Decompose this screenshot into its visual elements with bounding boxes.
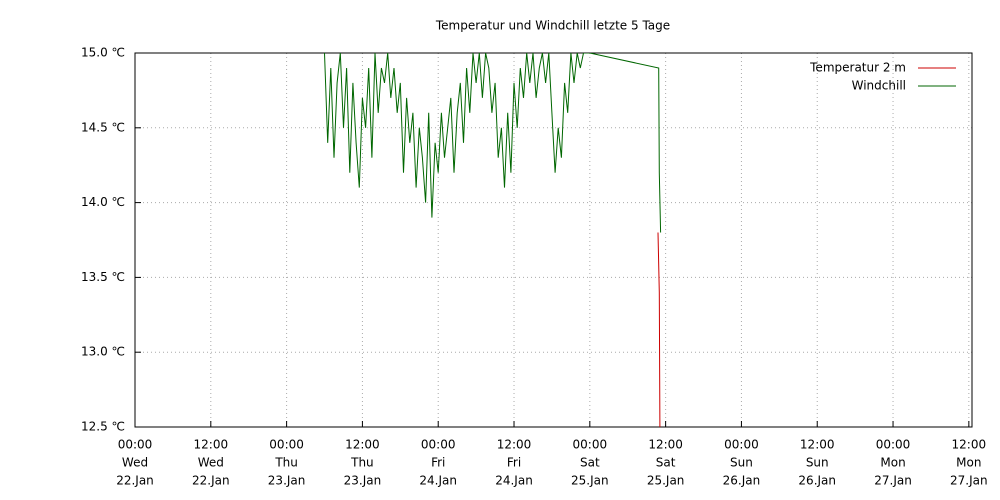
x-tick-date: 24.Jan — [419, 474, 457, 488]
x-tick-label: 12:00 — [952, 438, 987, 452]
x-tick-weekday: Thu — [350, 456, 374, 470]
x-tick-weekday: Sat — [580, 456, 600, 470]
x-tick-weekday: Sun — [806, 456, 829, 470]
x-tick-label: 00:00 — [118, 438, 153, 452]
x-tick-weekday: Fri — [507, 456, 521, 470]
x-tick-label: 00:00 — [724, 438, 759, 452]
x-tick-label: 12:00 — [194, 438, 229, 452]
x-tick-weekday: Mon — [956, 456, 981, 470]
x-tick-date: 27.Jan — [874, 474, 912, 488]
y-tick-label: 13.5 ℃ — [81, 270, 125, 284]
x-tick-date: 22.Jan — [116, 474, 154, 488]
x-tick-weekday: Wed — [198, 456, 224, 470]
x-tick-label: 12:00 — [345, 438, 380, 452]
series-line — [324, 53, 662, 233]
y-tick-label: 12.5 ℃ — [81, 420, 125, 434]
series-line — [657, 232, 661, 427]
x-tick-date: 27.Jan — [950, 474, 988, 488]
x-tick-label: 12:00 — [497, 438, 532, 452]
x-tick-date: 26.Jan — [723, 474, 761, 488]
x-tick-label: 12:00 — [800, 438, 835, 452]
x-tick-weekday: Thu — [274, 456, 298, 470]
x-tick-weekday: Wed — [122, 456, 148, 470]
x-tick-label: 00:00 — [876, 438, 911, 452]
x-tick-date: 26.Jan — [798, 474, 836, 488]
x-tick-date: 25.Jan — [647, 474, 685, 488]
chart-title: Temperatur und Windchill letzte 5 Tage — [435, 19, 670, 33]
x-tick-label: 00:00 — [573, 438, 608, 452]
y-tick-label: 14.5 ℃ — [81, 120, 125, 134]
x-tick-label: 00:00 — [421, 438, 456, 452]
x-tick-date: 23.Jan — [268, 474, 306, 488]
plot-area — [324, 53, 662, 427]
legend-label: Windchill — [852, 79, 906, 93]
x-tick-date: 22.Jan — [192, 474, 230, 488]
y-tick-label: 15.0 ℃ — [81, 46, 125, 60]
x-tick-date: 24.Jan — [495, 474, 533, 488]
x-tick-date: 23.Jan — [344, 474, 382, 488]
legend-label: Temperatur 2 m — [809, 61, 906, 75]
x-tick-weekday: Sun — [730, 456, 753, 470]
x-tick-label: 00:00 — [269, 438, 304, 452]
y-tick-label: 13.0 ℃ — [81, 345, 125, 359]
x-tick-date: 25.Jan — [571, 474, 609, 488]
x-tick-label: 12:00 — [648, 438, 683, 452]
y-tick-label: 14.0 ℃ — [81, 195, 125, 209]
x-tick-weekday: Mon — [880, 456, 905, 470]
plot-frame — [134, 52, 973, 428]
x-tick-weekday: Sat — [656, 456, 676, 470]
x-tick-weekday: Fri — [431, 456, 445, 470]
